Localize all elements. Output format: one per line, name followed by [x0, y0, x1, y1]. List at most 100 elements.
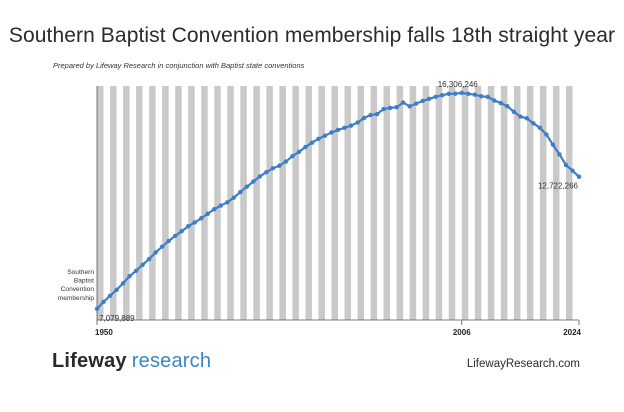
year-stripes: [97, 86, 573, 320]
year-stripe: [487, 86, 495, 320]
data-point: [394, 105, 399, 110]
data-point: [485, 94, 491, 100]
year-stripe: [201, 86, 208, 320]
data-point: [146, 256, 152, 262]
year-stripe: [175, 86, 182, 320]
data-point: [498, 100, 504, 106]
data-point: [335, 127, 341, 133]
x-tick-label: 1950: [95, 328, 113, 337]
year-stripe: [357, 86, 365, 320]
brand-bold-text: Lifeway: [52, 350, 127, 372]
website-link[interactable]: LifewayResearch.com: [466, 358, 580, 370]
data-point: [400, 100, 406, 105]
data-point: [316, 136, 321, 142]
data-point: [426, 96, 432, 102]
data-point: [524, 116, 530, 121]
year-stripe: [500, 86, 508, 320]
data-point: [479, 94, 484, 99]
data-point: [114, 287, 119, 293]
annotation-end-value: 12,722,266: [538, 182, 579, 191]
data-point: [244, 184, 250, 189]
data-point: [355, 120, 360, 125]
year-stripe: [162, 86, 169, 320]
year-stripe: [422, 86, 430, 320]
data-point: [348, 123, 354, 128]
data-point: [518, 114, 523, 119]
data-point: [283, 159, 289, 164]
data-point: [453, 91, 458, 96]
year-stripe: [240, 86, 247, 320]
chart-title: Southern Baptist Convention membership f…: [8, 24, 616, 47]
data-point: [466, 91, 471, 96]
data-point: [446, 91, 451, 96]
year-stripe: [279, 86, 286, 320]
year-stripe: [409, 86, 417, 320]
year-stripe: [188, 86, 195, 320]
year-stripe: [227, 86, 234, 320]
data-point: [264, 169, 269, 175]
year-stripe: [253, 86, 260, 320]
year-stripe: [266, 86, 273, 320]
data-point: [309, 140, 315, 145]
annotation-peak-value: 16,306,246: [438, 80, 479, 89]
data-point: [185, 224, 191, 229]
y-label-line: membership: [58, 295, 95, 302]
year-stripe: [552, 86, 560, 320]
data-point: [531, 121, 536, 126]
data-point: [361, 115, 367, 121]
year-stripe: [383, 86, 391, 320]
year-stripe: [474, 86, 482, 320]
year-stripe: [396, 86, 404, 320]
data-point: [550, 142, 556, 147]
data-point: [303, 144, 308, 150]
lifeway-research-logo: Lifeway research: [52, 350, 211, 373]
data-point: [563, 162, 569, 168]
data-point: [290, 154, 295, 159]
data-point: [537, 125, 543, 131]
year-stripe: [214, 86, 221, 320]
data-point: [492, 98, 497, 103]
year-stripe: [149, 86, 156, 320]
data-point: [433, 94, 438, 100]
data-point: [231, 195, 236, 200]
data-point: [127, 273, 132, 279]
data-point: [153, 250, 158, 255]
data-point: [199, 216, 204, 221]
data-point: [570, 168, 575, 173]
data-point: [166, 238, 171, 244]
data-point: [179, 229, 184, 234]
series-points: [94, 90, 582, 311]
data-point: [329, 130, 334, 135]
data-point: [413, 101, 419, 106]
data-point: [557, 152, 562, 157]
year-stripe: [331, 86, 338, 320]
data-point: [472, 92, 477, 97]
year-stripe: [136, 86, 143, 320]
data-point: [381, 106, 386, 112]
y-label-line: Southern: [67, 269, 94, 276]
x-tick-label: 2024: [563, 328, 581, 337]
data-point: [420, 98, 425, 104]
data-point: [407, 104, 412, 109]
data-point: [374, 111, 380, 117]
data-point: [172, 233, 178, 239]
year-stripe: [526, 86, 534, 320]
data-point: [368, 112, 373, 118]
year-stripe: [305, 86, 312, 320]
data-point: [205, 211, 210, 216]
data-point: [94, 306, 100, 311]
y-label-line: Baptist: [74, 278, 94, 285]
data-point: [576, 174, 582, 179]
year-stripe: [110, 86, 117, 320]
x-tick-label: 2006: [453, 328, 471, 337]
year-stripe: [539, 86, 547, 320]
data-point: [120, 281, 126, 286]
data-point: [387, 105, 393, 111]
data-point: [277, 163, 282, 168]
data-point: [140, 262, 145, 268]
year-stripe: [344, 86, 352, 320]
data-point: [270, 166, 276, 171]
data-point: [342, 125, 347, 131]
year-stripe: [370, 86, 378, 320]
